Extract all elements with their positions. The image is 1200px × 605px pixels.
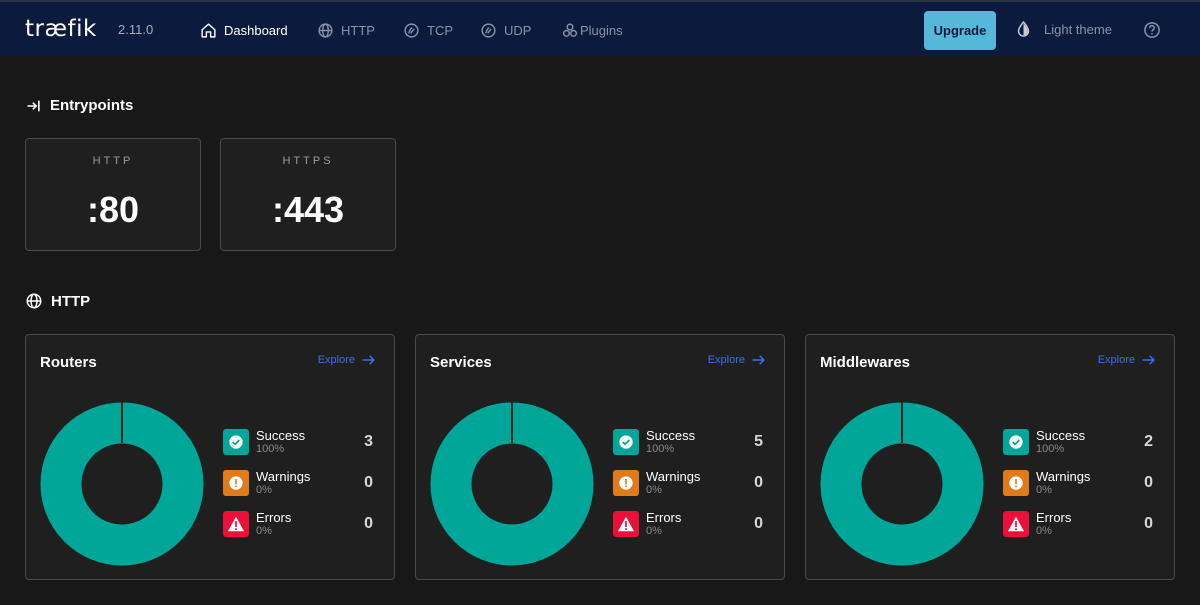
- warnings-count: 0: [1144, 474, 1153, 491]
- error-icon: [613, 511, 639, 537]
- login-arrow-icon: [27, 100, 40, 111]
- udp-icon: [481, 22, 496, 38]
- nav-dashboard-label: Dashboard: [224, 22, 288, 38]
- explore-link[interactable]: Explore: [1098, 354, 1156, 366]
- entrypoint-name: HTTP: [92, 155, 134, 167]
- errors-row: Errors 0% 0: [223, 510, 383, 538]
- errors-label: Errors: [256, 510, 292, 525]
- warning-icon: [613, 470, 639, 496]
- card-title: Routers: [40, 354, 97, 371]
- warnings-label: Warnings: [646, 469, 701, 484]
- success-row: Success 100% 3: [223, 428, 383, 456]
- check-icon: [613, 429, 639, 455]
- warning-icon: [223, 470, 249, 496]
- success-percent: 100%: [646, 443, 675, 455]
- entrypoint-card-https: HTTPS :443: [220, 138, 396, 251]
- traefik-logo[interactable]: træfik: [25, 16, 97, 42]
- error-icon: [1003, 511, 1029, 537]
- errors-percent: 0%: [256, 525, 272, 537]
- success-label: Success: [256, 428, 306, 443]
- status-donut-chart: [430, 402, 594, 566]
- explore-link[interactable]: Explore: [318, 354, 376, 366]
- warnings-label: Warnings: [1036, 469, 1091, 484]
- success-count: 2: [1144, 433, 1153, 450]
- error-icon: [223, 511, 249, 537]
- warnings-percent: 0%: [1036, 484, 1052, 496]
- globe-icon: [318, 22, 333, 38]
- nav-tcp-label: TCP: [427, 22, 453, 38]
- globe-icon: [26, 293, 42, 309]
- explore-link[interactable]: Explore: [708, 354, 766, 366]
- arrow-right-icon: [362, 355, 375, 365]
- home-icon: [201, 22, 216, 38]
- success-count: 5: [754, 433, 763, 450]
- success-label: Success: [1036, 428, 1086, 443]
- nav-udp-label: UDP: [504, 22, 532, 38]
- entrypoints-title: Entrypoints: [50, 97, 134, 114]
- nav-dashboard[interactable]: Dashboard: [200, 20, 288, 40]
- nav-http[interactable]: HTTP: [317, 20, 375, 40]
- errors-row: Errors 0% 0: [1003, 510, 1163, 538]
- explore-label: Explore: [1097, 354, 1135, 366]
- tcp-icon: [404, 22, 419, 38]
- arrow-right-icon: [1142, 355, 1155, 365]
- warnings-label: Warnings: [256, 469, 311, 484]
- top-bar: træfik 2.11.0 Dashboard HTTP TCP UDP Plu…: [0, 0, 1200, 56]
- warnings-row: Warnings 0% 0: [1003, 469, 1163, 497]
- warnings-percent: 0%: [646, 484, 662, 496]
- errors-label: Errors: [1036, 510, 1072, 525]
- warnings-row: Warnings 0% 0: [613, 469, 773, 497]
- routers-card: Routers Explore Success 100% 3 Warnings …: [25, 334, 395, 580]
- http-title: HTTP: [51, 292, 91, 310]
- check-icon: [223, 429, 249, 455]
- warnings-count: 0: [754, 474, 763, 491]
- entrypoint-port: :443: [271, 189, 345, 230]
- nav-plugins[interactable]: Plugins: [561, 20, 623, 40]
- success-label: Success: [646, 428, 696, 443]
- errors-count: 0: [1144, 515, 1153, 532]
- check-icon: [1003, 429, 1029, 455]
- errors-label: Errors: [646, 510, 682, 525]
- warning-icon: [1003, 470, 1029, 496]
- explore-label: Explore: [317, 354, 355, 366]
- nav-udp[interactable]: UDP: [480, 20, 531, 40]
- errors-percent: 0%: [646, 525, 662, 537]
- version-label: 2.11.0: [118, 22, 154, 37]
- nav-http-label: HTTP: [341, 22, 375, 38]
- arrow-right-icon: [752, 355, 765, 365]
- success-count: 3: [364, 433, 373, 450]
- entrypoints-heading: Entrypoints: [25, 97, 133, 114]
- card-title: Middlewares: [820, 354, 911, 371]
- success-row: Success 100% 5: [613, 428, 773, 456]
- nav-tcp[interactable]: TCP: [403, 20, 453, 40]
- plugins-icon: [562, 22, 578, 37]
- upgrade-button[interactable]: Upgrade: [924, 11, 996, 50]
- errors-percent: 0%: [1036, 525, 1052, 537]
- help-button[interactable]: [1143, 21, 1161, 44]
- middlewares-card: Middlewares Explore Success 100% 2 Warni…: [805, 334, 1175, 580]
- errors-count: 0: [754, 515, 763, 532]
- warnings-row: Warnings 0% 0: [223, 469, 383, 497]
- explore-label: Explore: [707, 354, 745, 366]
- success-row: Success 100% 2: [1003, 428, 1163, 456]
- services-card: Services Explore Success 100% 5 Warnings…: [415, 334, 785, 580]
- entrypoint-port: :80: [86, 189, 140, 230]
- theme-label: Light theme: [1044, 21, 1112, 37]
- card-title: Services: [430, 354, 492, 371]
- success-percent: 100%: [1036, 443, 1065, 455]
- status-donut-chart: [40, 402, 204, 566]
- status-donut-chart: [820, 402, 984, 566]
- entrypoint-name: HTTPS: [282, 155, 334, 167]
- success-percent: 100%: [256, 443, 285, 455]
- warnings-percent: 0%: [256, 484, 272, 496]
- http-heading: HTTP: [25, 292, 90, 310]
- errors-count: 0: [364, 515, 373, 532]
- errors-row: Errors 0% 0: [613, 510, 773, 538]
- warnings-count: 0: [364, 474, 373, 491]
- entrypoint-card-http: HTTP :80: [25, 138, 201, 251]
- nav-plugins-label: Plugins: [580, 22, 623, 38]
- droplet-icon: [1017, 20, 1030, 37]
- theme-toggle[interactable]: Light theme: [1015, 20, 1112, 38]
- help-icon: [1144, 22, 1160, 38]
